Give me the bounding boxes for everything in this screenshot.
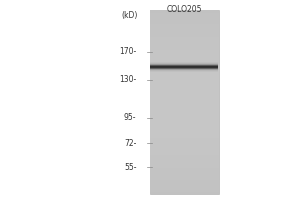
Text: 170-: 170-: [119, 47, 136, 56]
Text: COLO205: COLO205: [167, 5, 202, 14]
Text: 95-: 95-: [124, 114, 136, 122]
Text: 55-: 55-: [124, 162, 136, 171]
Text: (kD): (kD): [122, 11, 138, 20]
Text: 130-: 130-: [119, 75, 136, 84]
Bar: [150, 10, 219, 194]
Text: 72-: 72-: [124, 138, 136, 148]
